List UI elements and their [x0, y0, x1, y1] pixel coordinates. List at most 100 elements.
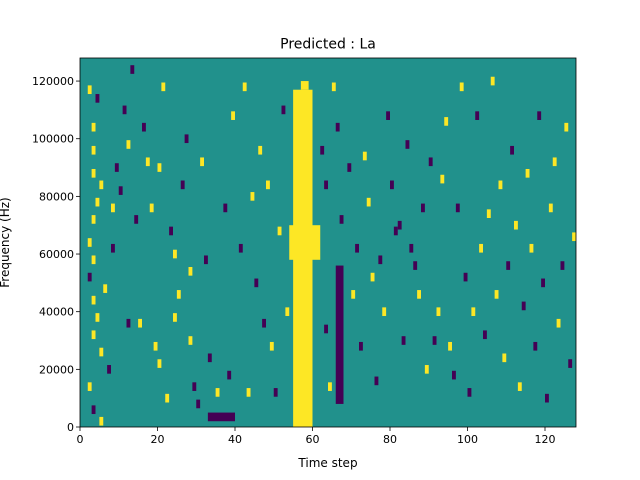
heatmap-cell	[95, 313, 100, 322]
heatmap-cell	[95, 197, 100, 207]
heatmap-cell	[87, 85, 92, 95]
cell-layer	[87, 65, 576, 426]
heatmap-cell	[355, 243, 359, 253]
heatmap-cell	[176, 290, 181, 299]
heatmap-cell	[87, 238, 92, 247]
heatmap-cell	[188, 267, 193, 276]
heatmap-cell	[409, 243, 414, 253]
heatmap-cell	[153, 341, 158, 351]
heatmap-cell	[382, 307, 387, 317]
heatmap-cell	[149, 203, 154, 213]
heatmap-cell	[568, 359, 573, 368]
heatmap-cell	[421, 203, 425, 213]
plot-frame	[79, 57, 577, 428]
heatmap-cell	[246, 388, 251, 397]
heatmap-cell	[374, 376, 379, 386]
heatmap-cell	[347, 163, 352, 172]
heatmap-cell	[95, 94, 100, 103]
heatmap-cell	[188, 336, 193, 345]
heatmap-cell	[111, 203, 115, 213]
y-tick-label: 20000	[39, 363, 74, 376]
heatmap-cell	[452, 370, 456, 380]
heatmap-cell	[262, 318, 266, 328]
heatmap-cell	[548, 203, 553, 213]
heatmap-cell	[436, 307, 441, 317]
heatmap-cell	[91, 145, 96, 155]
heatmap-cell	[126, 318, 131, 328]
heatmap-cell	[424, 365, 429, 374]
heatmap-cell	[552, 157, 557, 167]
heatmap-cell	[173, 249, 177, 259]
heatmap-cell	[87, 382, 92, 391]
heatmap-cell	[471, 307, 476, 317]
heatmap-cell	[285, 307, 290, 317]
heatmap-cell	[99, 180, 104, 190]
heatmap-cell	[238, 243, 243, 253]
x-tick-label: 40	[228, 433, 242, 446]
heatmap-cell	[498, 180, 503, 190]
y-tick-label: 40000	[39, 306, 74, 319]
heatmap-cell	[521, 301, 526, 311]
heatmap-cell	[517, 382, 522, 391]
heatmap-cell	[258, 145, 263, 155]
heatmap-cell	[103, 284, 108, 293]
heatmap-cell	[483, 330, 487, 340]
heatmap-cell	[173, 313, 177, 322]
heatmap-cell	[200, 157, 204, 167]
heatmap-cell	[486, 209, 491, 218]
heatmap-cell	[91, 405, 96, 415]
heatmap-cell	[572, 232, 576, 242]
heatmap-cell	[494, 290, 499, 299]
heatmap-cell	[324, 180, 328, 190]
heatmap-cell	[510, 145, 514, 155]
heatmap-cell	[126, 140, 131, 149]
heatmap-cell	[328, 382, 332, 391]
heatmap-cell	[134, 215, 139, 224]
heatmap-cell	[161, 82, 166, 92]
heatmap-cell	[556, 318, 561, 328]
heatmap-cell	[401, 336, 406, 345]
y-tick-label: 60000	[39, 248, 74, 261]
heatmap-band	[207, 412, 235, 422]
heatmap-cell	[386, 111, 390, 120]
y-tick-label: 0	[67, 421, 74, 434]
heatmap-cell	[142, 122, 146, 132]
heatmap-cell	[320, 145, 325, 155]
x-tick-label: 60	[306, 433, 320, 446]
heatmap-band	[289, 225, 321, 260]
heatmap-cell	[281, 105, 286, 115]
y-tick-label: 80000	[39, 190, 74, 203]
heatmap-cell	[138, 318, 142, 328]
heatmap-cell	[506, 261, 511, 270]
heatmap-cell	[111, 243, 115, 253]
heatmap-cell	[180, 180, 185, 190]
heatmap-cell	[157, 163, 162, 172]
heatmap-cell	[157, 359, 162, 368]
heatmap-cell	[231, 111, 235, 120]
heatmap-cell	[525, 168, 530, 178]
heatmap-cell	[266, 180, 270, 190]
heatmap-cell	[227, 370, 232, 380]
heatmap-cell	[448, 341, 452, 351]
heatmap-cell	[413, 261, 418, 270]
heatmap-cell	[490, 76, 495, 86]
x-tick-label: 80	[383, 433, 397, 446]
y-axis-label: Frequency (Hz)	[0, 197, 12, 288]
heatmap-cell	[169, 226, 173, 236]
x-tick-label: 0	[77, 433, 84, 446]
heatmap-cell	[335, 122, 340, 132]
plot-area	[79, 57, 577, 428]
heatmap-cell	[269, 341, 274, 351]
heatmap-cell	[378, 255, 383, 265]
heatmap-cell	[397, 220, 402, 230]
heatmap-cell	[331, 82, 336, 92]
heatmap-cell	[405, 140, 410, 149]
heatmap-cell	[114, 163, 119, 172]
heatmap-cell	[91, 255, 96, 265]
heatmap-cell	[107, 365, 111, 374]
heatmap-cell	[459, 82, 464, 92]
band-layer	[207, 81, 344, 427]
heatmap-cell	[165, 393, 170, 403]
heatmap-band	[335, 265, 344, 404]
heatmap-cell	[514, 220, 518, 230]
